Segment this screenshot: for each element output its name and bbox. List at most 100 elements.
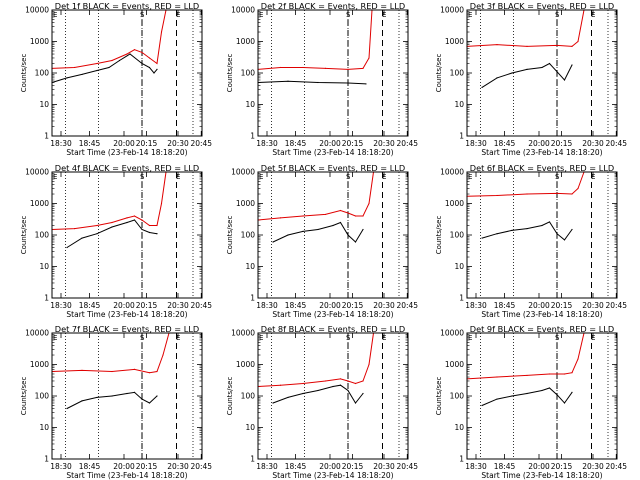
y-tick-label: 10000 (25, 329, 49, 338)
data-point-lld (133, 215, 136, 217)
data-point-lld (141, 51, 143, 54)
data-point-events (556, 71, 558, 73)
x-tick-label: 20:45 (396, 462, 418, 471)
data-point-lld (111, 370, 113, 373)
y-tick-label: 1000 (30, 37, 49, 46)
y-tick-label: 1000 (445, 37, 464, 46)
x-tick-label: 20:00 (528, 462, 550, 471)
data-point-events (66, 77, 68, 79)
y-tick-label: 10000 (231, 168, 255, 177)
event-marker-label: S (140, 334, 145, 342)
data-point-lld (162, 354, 164, 356)
series-line-lld (257, 171, 374, 221)
event-marker-label: S (555, 334, 560, 342)
data-point-events (526, 68, 528, 71)
chart-title: Det 7f BLACK = Events, RED = LLD (55, 324, 199, 334)
data-point-events (156, 395, 158, 397)
series-line-events (272, 384, 364, 404)
data-point-lld (156, 62, 158, 65)
x-tick-label: 18:45 (285, 301, 307, 310)
x-tick-label: 20:00 (113, 139, 135, 148)
y-axis-label: Counts/sec (20, 216, 28, 255)
data-point-events (347, 389, 349, 392)
data-point-lld (496, 43, 498, 46)
data-point-events (287, 234, 289, 236)
y-tick-label: 1 (250, 455, 255, 464)
y-tick-label: 100 (241, 392, 256, 401)
x-tick-label: 20:45 (190, 462, 212, 471)
x-tick-label: 18:30 (50, 139, 72, 148)
x-tick-label: 20:15 (342, 139, 364, 148)
y-tick-label: 1 (44, 132, 49, 141)
chart-title: Det 6f BLACK = Events, RED = LLD (470, 163, 614, 173)
x-tick-label: 20:45 (605, 139, 627, 148)
event-marker-label: S (555, 173, 560, 181)
event-marker-label: E (468, 334, 472, 342)
chart-title: Det 2f BLACK = Events, RED = LLD (261, 1, 405, 11)
y-tick-label: 1000 (30, 360, 49, 369)
data-point-lld (133, 49, 136, 51)
event-marker-label: E (259, 173, 263, 181)
x-tick-label: 20:45 (605, 462, 627, 471)
data-point-lld (577, 187, 579, 190)
data-point-events (496, 233, 498, 235)
data-point-lld (81, 369, 83, 371)
x-tick-label: 18:30 (256, 139, 278, 148)
event-marker-label: S (555, 11, 560, 19)
x-axis-label: Start Time (23-Feb-14 18:18:20) (481, 310, 602, 319)
x-tick-label: 20:30 (167, 139, 189, 148)
x-tick-label: 20:30 (582, 139, 604, 148)
data-point-lld (302, 215, 304, 217)
data-point-events (571, 391, 573, 394)
plot-frame (466, 9, 618, 137)
x-tick-label: 20:15 (551, 301, 573, 310)
data-point-events (66, 246, 68, 249)
plot-frame (257, 9, 409, 137)
data-point-lld (577, 40, 579, 43)
x-tick-label: 20:45 (190, 301, 212, 310)
x-axis-label: Start Time (23-Feb-14 18:18:20) (66, 471, 187, 480)
x-tick-label: 20:00 (113, 301, 135, 310)
data-point-events (129, 53, 131, 55)
data-point-events (571, 64, 573, 66)
data-point-lld (73, 227, 76, 230)
data-point-events (481, 86, 483, 88)
data-point-events (548, 62, 551, 65)
x-axis-label: Start Time (23-Feb-14 18:18:20) (481, 148, 602, 157)
data-point-lld (302, 382, 304, 385)
data-point-events (153, 72, 155, 74)
data-point-events (496, 77, 498, 79)
y-tick-label: 100 (450, 69, 465, 78)
data-point-lld (279, 66, 282, 69)
y-tick-label: 10 (454, 262, 464, 271)
data-point-events (272, 241, 274, 243)
y-tick-label: 100 (241, 69, 256, 78)
y-tick-label: 100 (450, 231, 465, 240)
plot-frame (51, 332, 203, 460)
y-tick-label: 10 (454, 100, 464, 109)
data-point-events (272, 402, 274, 404)
chart-title: Det 5f BLACK = Events, RED = LLD (261, 163, 405, 173)
x-tick-label: 18:30 (256, 462, 278, 471)
data-point-lld (148, 372, 151, 374)
chart-panel-8: Det 8f BLACK = Events, RED = LLDESE11010… (226, 324, 418, 480)
x-tick-label: 20:45 (396, 301, 418, 310)
data-point-lld (347, 380, 349, 382)
data-point-lld (571, 45, 573, 47)
data-point-events (96, 396, 98, 399)
x-tick-label: 20:30 (373, 301, 395, 310)
series-line-lld (466, 332, 585, 380)
data-point-lld (302, 66, 304, 69)
event-marker-label: S (346, 334, 351, 342)
data-point-events (133, 219, 136, 221)
data-point-events (81, 400, 83, 402)
series-line-lld (51, 332, 170, 374)
data-point-events (287, 396, 289, 399)
chart-title: Det 8f BLACK = Events, RED = LLD (261, 324, 405, 334)
event-marker-label: E (259, 334, 263, 342)
y-tick-label: 10000 (231, 6, 255, 15)
y-tick-label: 100 (450, 392, 465, 401)
data-point-lld (73, 66, 76, 69)
data-point-lld (324, 213, 327, 216)
data-point-lld (133, 368, 136, 370)
